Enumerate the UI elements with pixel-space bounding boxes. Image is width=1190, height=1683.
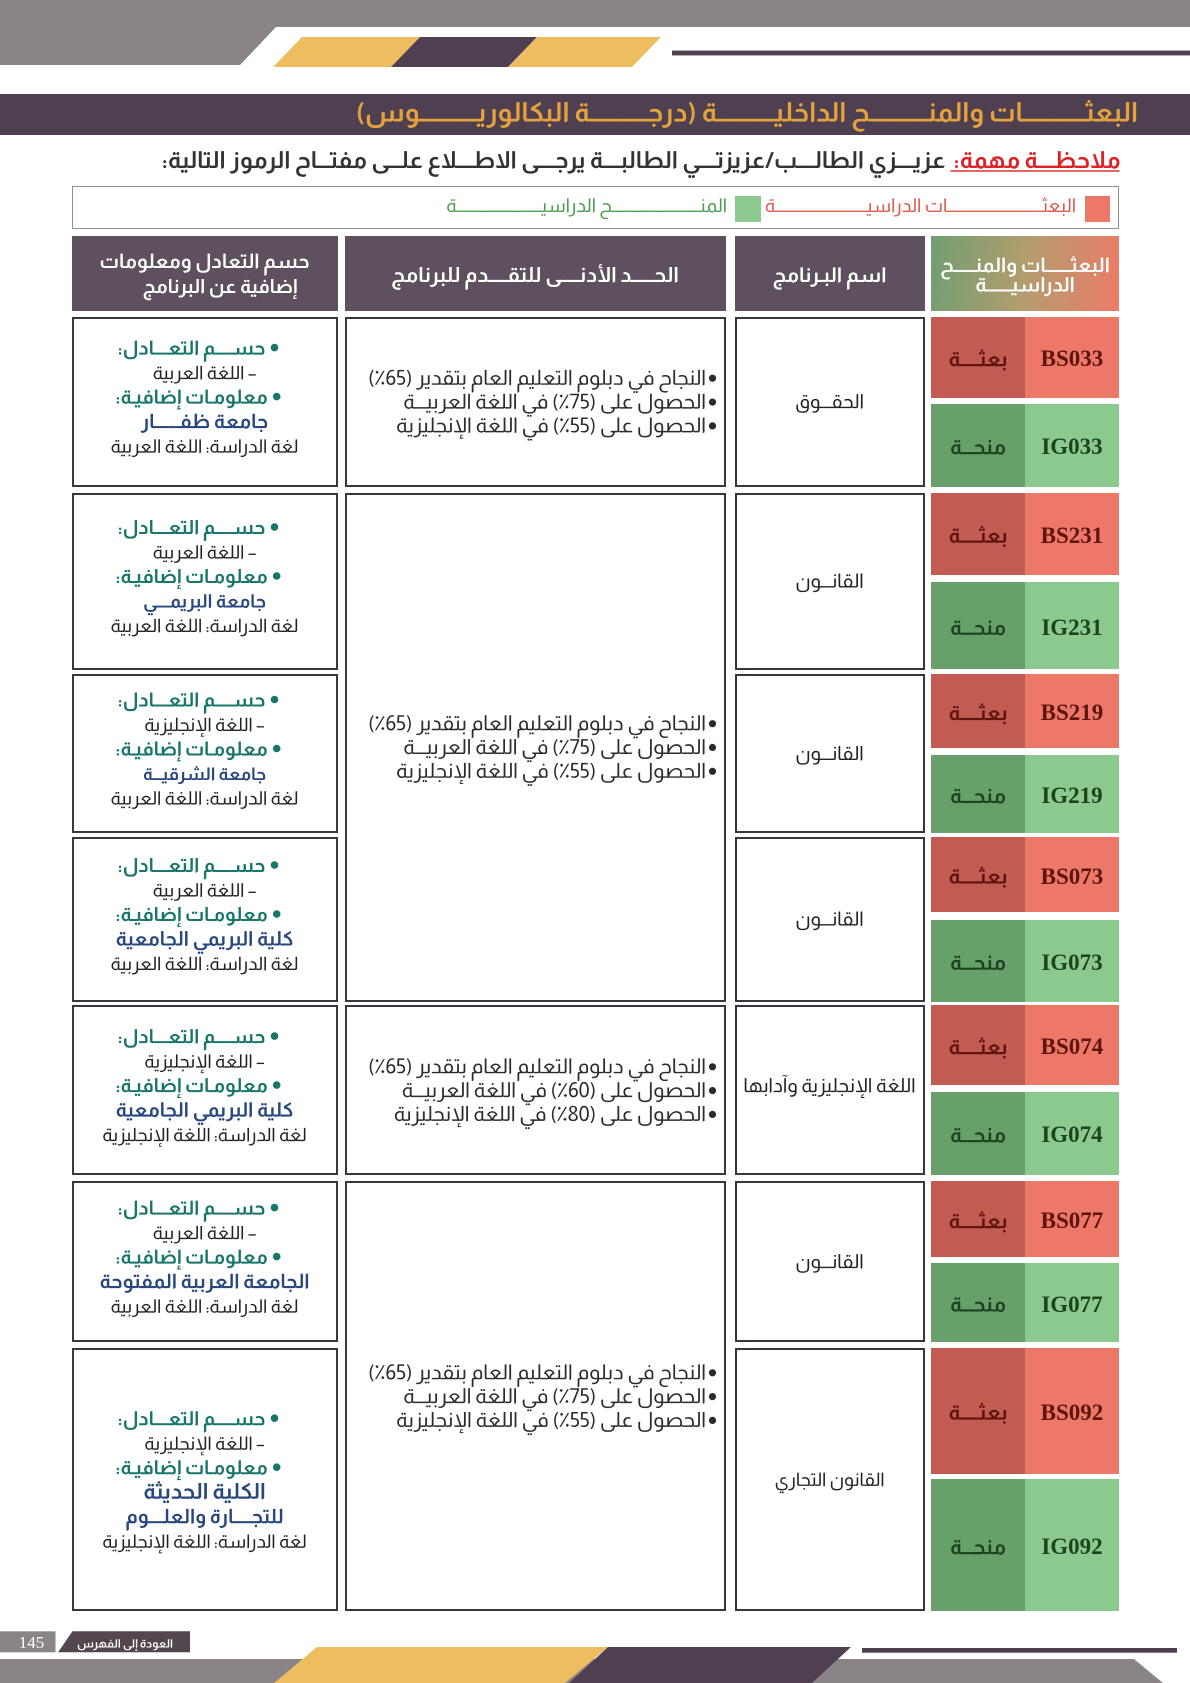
svg-text:145: 145 bbox=[19, 1633, 45, 1652]
